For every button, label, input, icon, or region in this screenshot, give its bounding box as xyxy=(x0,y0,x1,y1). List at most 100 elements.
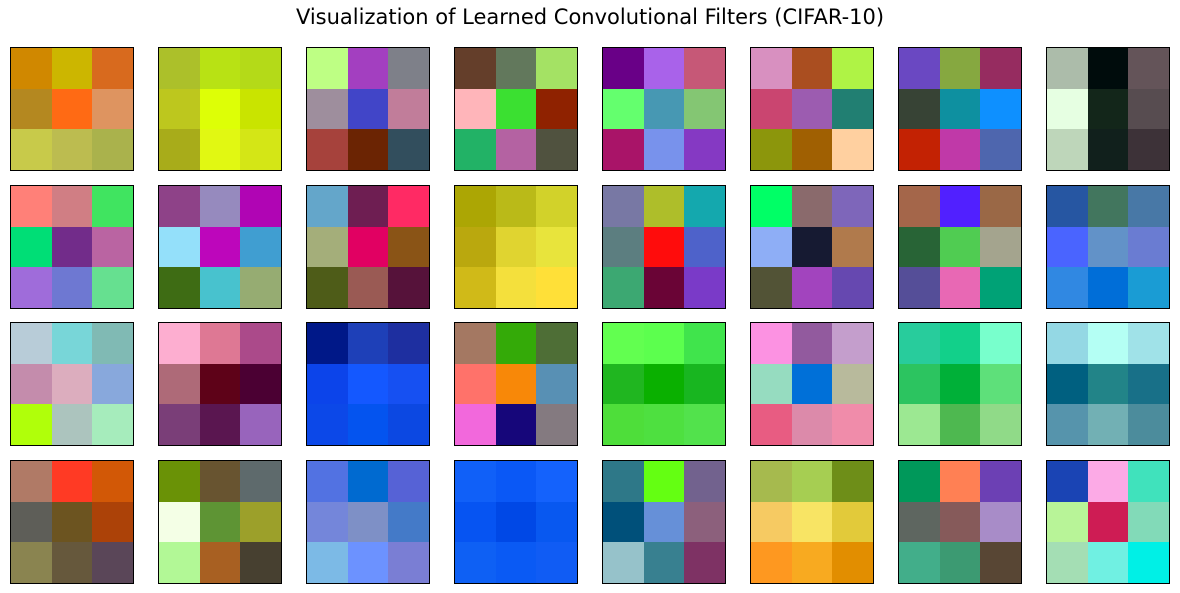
filter-2-weight-9 xyxy=(240,129,281,170)
filter-18-weight-4 xyxy=(159,363,200,405)
filter-20-weight-6 xyxy=(536,363,577,405)
filter-25-weight-1 xyxy=(11,461,52,502)
filter-7-weight-1 xyxy=(899,48,940,89)
filter-1-weight-7 xyxy=(11,129,52,170)
filter-10-weight-2 xyxy=(199,186,241,227)
filter-3-weight-4 xyxy=(307,88,348,130)
filter-13-weight-5 xyxy=(643,226,685,268)
filter-24-weight-3 xyxy=(1128,323,1169,364)
filter-7-weight-9 xyxy=(980,129,1021,170)
filter-9-weight-6 xyxy=(92,226,133,268)
filter-24-weight-2 xyxy=(1087,323,1129,364)
filter-21 xyxy=(602,322,726,446)
filter-7 xyxy=(898,47,1022,171)
filter-22-weight-8 xyxy=(791,404,833,445)
filter-5-weight-4 xyxy=(603,88,644,130)
filter-2-weight-1 xyxy=(159,48,200,89)
filter-9-weight-7 xyxy=(11,267,52,308)
filter-31 xyxy=(898,460,1022,584)
chart-title: Visualization of Learned Convolutional F… xyxy=(295,5,885,29)
filter-11-weight-2 xyxy=(347,186,389,227)
filter-5 xyxy=(602,47,726,171)
filter-30-weight-7 xyxy=(751,542,792,583)
filter-32-weight-8 xyxy=(1087,542,1129,583)
filter-1-weight-4 xyxy=(11,88,52,130)
filter-1-weight-5 xyxy=(51,88,93,130)
filter-14-weight-5 xyxy=(791,226,833,268)
filter-10-weight-3 xyxy=(240,186,281,227)
filter-18 xyxy=(158,322,282,446)
filter-12-weight-5 xyxy=(495,226,537,268)
filter-6-weight-1 xyxy=(751,48,792,89)
filter-12-weight-3 xyxy=(536,186,577,227)
filter-30-weight-1 xyxy=(751,461,792,502)
filter-15-weight-7 xyxy=(899,267,940,308)
filter-6-weight-9 xyxy=(832,129,873,170)
filter-24-weight-7 xyxy=(1047,404,1088,445)
filter-11-weight-7 xyxy=(307,267,348,308)
filter-9-weight-2 xyxy=(51,186,93,227)
filter-6-weight-3 xyxy=(832,48,873,89)
filter-18-weight-3 xyxy=(240,323,281,364)
filter-9 xyxy=(10,185,134,309)
filter-21-weight-9 xyxy=(684,404,725,445)
filter-21-weight-4 xyxy=(603,363,644,405)
filter-20-weight-8 xyxy=(495,404,537,445)
filter-32-weight-7 xyxy=(1047,542,1088,583)
filter-31-weight-8 xyxy=(939,542,981,583)
filter-28-weight-7 xyxy=(455,542,496,583)
filter-11 xyxy=(306,185,430,309)
filter-12-weight-9 xyxy=(536,267,577,308)
filter-4 xyxy=(454,47,578,171)
filter-25 xyxy=(10,460,134,584)
filter-15-weight-8 xyxy=(939,267,981,308)
filter-9-weight-5 xyxy=(51,226,93,268)
filter-20-weight-4 xyxy=(455,363,496,405)
filter-28-weight-8 xyxy=(495,542,537,583)
filter-23-weight-5 xyxy=(939,363,981,405)
filter-21-weight-7 xyxy=(603,404,644,445)
filter-11-weight-3 xyxy=(388,186,429,227)
filter-16-weight-1 xyxy=(1047,186,1088,227)
filter-12-weight-4 xyxy=(455,226,496,268)
filter-11-weight-4 xyxy=(307,226,348,268)
filter-7-weight-7 xyxy=(899,129,940,170)
filter-4-weight-7 xyxy=(455,129,496,170)
filter-19-weight-9 xyxy=(388,404,429,445)
filter-8-weight-1 xyxy=(1047,48,1088,89)
filter-4-weight-3 xyxy=(536,48,577,89)
filter-16-weight-9 xyxy=(1128,267,1169,308)
filter-23 xyxy=(898,322,1022,446)
filter-31-weight-3 xyxy=(980,461,1021,502)
filter-12-weight-2 xyxy=(495,186,537,227)
filter-22-weight-2 xyxy=(791,323,833,364)
filter-22-weight-4 xyxy=(751,363,792,405)
filter-16-weight-5 xyxy=(1087,226,1129,268)
filter-14 xyxy=(750,185,874,309)
filter-4-weight-8 xyxy=(495,129,537,170)
filter-19-weight-4 xyxy=(307,363,348,405)
filter-23-weight-4 xyxy=(899,363,940,405)
filter-9-weight-8 xyxy=(51,267,93,308)
filter-9-weight-9 xyxy=(92,267,133,308)
filter-30 xyxy=(750,460,874,584)
filter-8-weight-5 xyxy=(1087,88,1129,130)
filter-1-weight-2 xyxy=(51,48,93,89)
filter-13-weight-6 xyxy=(684,226,725,268)
filter-14-weight-2 xyxy=(791,186,833,227)
filter-20-weight-5 xyxy=(495,363,537,405)
filter-24-weight-5 xyxy=(1087,363,1129,405)
filter-26-weight-2 xyxy=(199,461,241,502)
filter-14-weight-1 xyxy=(751,186,792,227)
filter-13-weight-4 xyxy=(603,226,644,268)
filter-21-weight-1 xyxy=(603,323,644,364)
filter-25-weight-4 xyxy=(11,501,52,543)
filter-3-weight-8 xyxy=(347,129,389,170)
filter-28-weight-4 xyxy=(455,501,496,543)
filter-10-weight-6 xyxy=(240,226,281,268)
filter-19-weight-1 xyxy=(307,323,348,364)
filter-15-weight-2 xyxy=(939,186,981,227)
filter-18-weight-2 xyxy=(199,323,241,364)
filter-3 xyxy=(306,47,430,171)
filter-31-weight-6 xyxy=(980,501,1021,543)
